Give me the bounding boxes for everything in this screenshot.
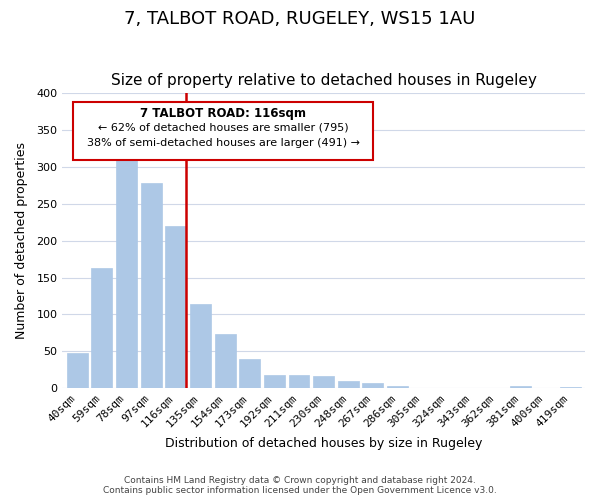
Text: 7 TALBOT ROAD: 116sqm: 7 TALBOT ROAD: 116sqm [140, 106, 306, 120]
Text: 7, TALBOT ROAD, RUGELEY, WS15 1AU: 7, TALBOT ROAD, RUGELEY, WS15 1AU [124, 10, 476, 28]
Bar [165, 226, 186, 388]
Bar [190, 304, 211, 388]
Bar [387, 386, 408, 388]
Bar [313, 376, 334, 388]
Bar [511, 386, 532, 388]
Y-axis label: Number of detached properties: Number of detached properties [15, 142, 28, 339]
X-axis label: Distribution of detached houses by size in Rugeley: Distribution of detached houses by size … [165, 437, 482, 450]
Bar [338, 380, 359, 388]
FancyBboxPatch shape [73, 102, 373, 160]
Bar [67, 354, 88, 388]
Bar [215, 334, 236, 388]
Bar [239, 360, 260, 388]
Bar [560, 386, 581, 388]
Bar [264, 375, 285, 388]
Text: 38% of semi-detached houses are larger (491) →: 38% of semi-detached houses are larger (… [86, 138, 359, 147]
Bar [289, 375, 310, 388]
Text: ← 62% of detached houses are smaller (795): ← 62% of detached houses are smaller (79… [98, 122, 349, 132]
Bar [140, 183, 161, 388]
Bar [362, 383, 383, 388]
Title: Size of property relative to detached houses in Rugeley: Size of property relative to detached ho… [111, 73, 536, 88]
Text: Contains HM Land Registry data © Crown copyright and database right 2024.
Contai: Contains HM Land Registry data © Crown c… [103, 476, 497, 495]
Bar [91, 268, 112, 388]
Bar [116, 152, 137, 388]
